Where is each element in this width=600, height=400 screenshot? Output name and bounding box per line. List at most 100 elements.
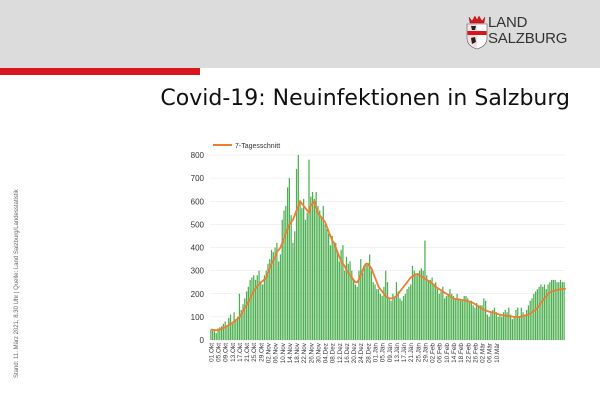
daily-bar — [235, 319, 237, 340]
daily-bar — [269, 259, 271, 340]
daily-bar — [543, 284, 546, 340]
daily-bar — [244, 298, 246, 341]
x-tick-label: 29.Okt — [258, 343, 265, 362]
daily-bar — [454, 298, 456, 341]
daily-bar — [229, 314, 232, 340]
daily-bar — [515, 309, 517, 340]
daily-bar — [420, 268, 423, 340]
daily-bar — [533, 293, 535, 340]
daily-bar — [460, 300, 462, 340]
daily-bar — [215, 333, 217, 340]
daily-bar — [524, 314, 526, 340]
daily-bar — [552, 279, 555, 341]
daily-bar — [247, 286, 249, 340]
x-tick-label: 18.Nov — [294, 342, 301, 363]
daily-bar — [472, 305, 474, 340]
daily-bar — [520, 307, 522, 341]
daily-bar — [358, 270, 360, 341]
daily-bar — [431, 277, 433, 340]
daily-bar — [354, 284, 357, 340]
daily-bar — [506, 312, 508, 340]
daily-bar — [306, 212, 308, 340]
daily-bar — [253, 275, 255, 340]
daily-bar — [347, 263, 349, 340]
x-tick-label: 02.Mär — [480, 342, 487, 363]
daily-bar — [356, 286, 358, 340]
daily-bar — [452, 296, 455, 340]
daily-bar — [369, 254, 371, 340]
accent-bar — [0, 68, 200, 75]
daily-bar — [481, 305, 483, 340]
daily-bar — [345, 256, 348, 340]
daily-bar — [529, 300, 531, 340]
daily-bar — [488, 316, 490, 341]
daily-bar — [351, 270, 353, 341]
daily-bar — [320, 217, 323, 340]
daily-bar — [451, 293, 453, 340]
daily-bar — [463, 296, 465, 340]
daily-bar — [476, 303, 478, 340]
daily-bar — [518, 316, 521, 341]
daily-bar — [467, 298, 469, 341]
daily-bar — [477, 305, 480, 340]
logo-line-salzburg: SALZBURG — [488, 30, 568, 47]
daily-bar — [249, 279, 251, 341]
y-tick-label: 200 — [191, 290, 205, 299]
daily-bar — [379, 293, 381, 340]
x-tick-label: 25.Okt — [251, 343, 258, 362]
daily-bar — [254, 279, 257, 341]
daily-bar — [406, 289, 408, 341]
daily-bar — [492, 309, 494, 340]
daily-bar — [558, 282, 560, 340]
x-tick-label: 22.Nov — [301, 342, 308, 363]
x-tick-label: 12.Dez — [337, 343, 344, 363]
daily-bar — [561, 282, 563, 340]
daily-bar — [417, 272, 419, 340]
x-tick-label: 14.Nov — [287, 342, 294, 363]
x-tick-label: 26.Feb — [472, 343, 479, 363]
daily-bar — [344, 270, 346, 341]
x-tick-label: 08.Dez — [330, 343, 337, 363]
daily-bar — [363, 266, 365, 340]
daily-bar — [509, 314, 512, 340]
daily-bar — [408, 286, 410, 340]
x-tick-label: 17.Okt — [237, 343, 244, 362]
daily-bar — [267, 263, 269, 340]
daily-bar — [361, 272, 364, 340]
daily-bar — [479, 305, 481, 340]
daily-bar — [224, 321, 226, 340]
daily-bar — [251, 277, 253, 340]
y-tick-label: 0 — [200, 336, 205, 345]
daily-bar — [294, 231, 296, 340]
logo-line-land: LAND — [488, 14, 528, 31]
daily-bar — [237, 316, 239, 341]
daily-bar — [556, 282, 558, 340]
daily-bar — [411, 266, 414, 340]
daily-bar — [311, 192, 314, 340]
x-tick-label: 24.Dez — [358, 343, 365, 363]
daily-bar — [404, 293, 406, 340]
y-tick-label: 300 — [191, 267, 205, 276]
daily-bar — [531, 298, 533, 341]
daily-bar — [468, 300, 471, 340]
daily-bar — [501, 316, 503, 341]
x-tick-label: 05.Jän — [380, 343, 387, 363]
daily-bar — [426, 275, 428, 340]
daily-bar — [272, 252, 274, 341]
daily-bar — [545, 289, 547, 341]
daily-bar — [376, 289, 378, 341]
x-tick-label: 16.Dez — [344, 343, 351, 363]
x-tick-label: 21.Okt — [244, 343, 251, 362]
daily-bar — [493, 307, 496, 341]
daily-bar — [483, 298, 485, 341]
daily-bar — [486, 314, 489, 340]
daily-bar — [458, 298, 460, 341]
daily-bar — [465, 296, 467, 340]
daily-bar — [436, 289, 439, 341]
daily-bar — [554, 279, 556, 341]
x-tick-label: 29.Jän — [422, 343, 429, 363]
source-note: Stand: 11. März 2021, 8.30 Uhr | Quelle:… — [14, 189, 20, 378]
daily-bar — [474, 307, 476, 341]
x-tick-label: 09.Okt — [223, 343, 230, 362]
daily-bar — [281, 219, 283, 340]
